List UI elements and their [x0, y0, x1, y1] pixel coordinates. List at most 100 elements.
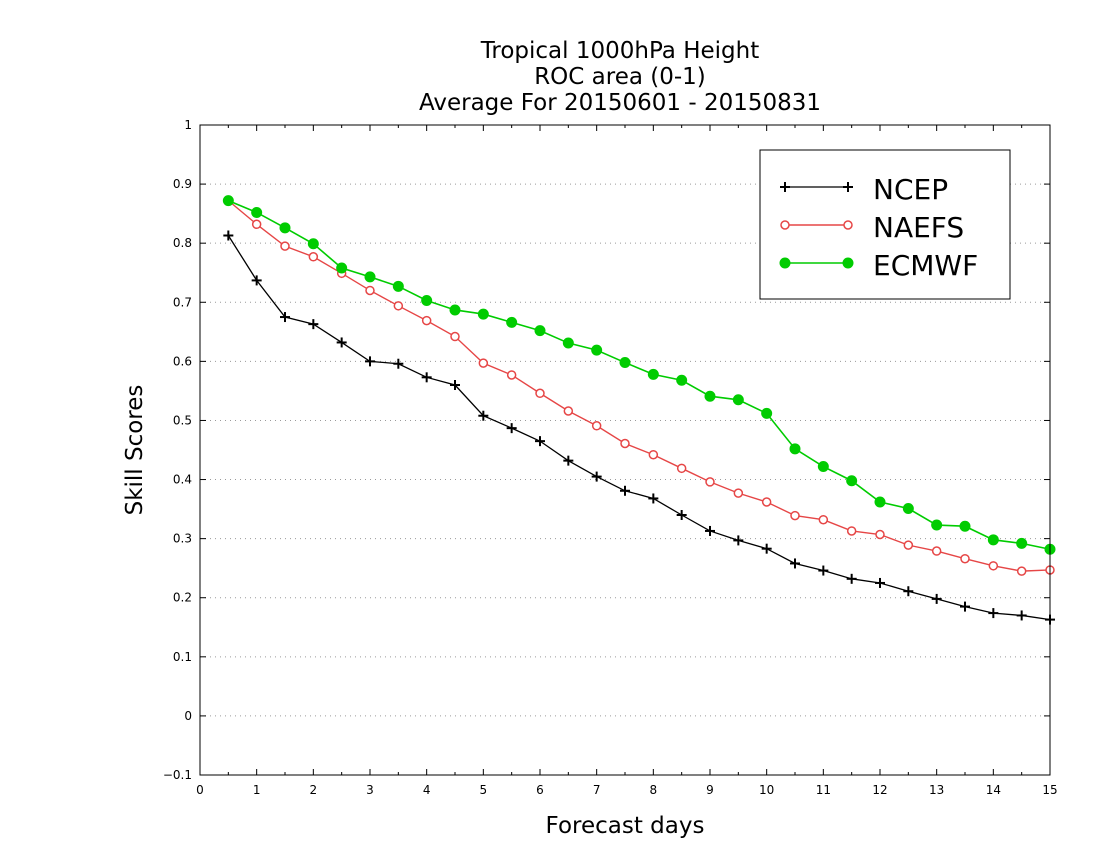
data-point-ecmwf — [874, 496, 886, 508]
legend-marker-naefs — [843, 220, 853, 230]
series-naefs — [223, 195, 1055, 576]
data-point-naefs — [251, 219, 262, 230]
legend-marker-ecmwf — [779, 257, 791, 269]
series-ecmwf — [222, 195, 1056, 555]
data-point-naefs — [875, 529, 885, 540]
legend-label-ncep: NCEP — [873, 173, 948, 206]
data-point-naefs — [705, 477, 715, 487]
data-point-ecmwf — [902, 503, 914, 514]
legend-label-naefs: NAEFS — [873, 211, 964, 244]
x-tick-label: 3 — [366, 783, 374, 797]
legend-marker-ecmwf — [842, 257, 854, 269]
data-point-ecmwf — [392, 280, 404, 292]
x-tick-label: 13 — [929, 783, 944, 797]
data-series — [222, 195, 1056, 625]
x-axis-label: Forecast days — [546, 813, 705, 839]
data-point-ecmwf — [1016, 537, 1028, 549]
chart-title: Tropical 1000hPa Height ROC area (0-1) A… — [419, 38, 821, 116]
data-point-ecmwf — [619, 357, 631, 369]
data-point-naefs — [421, 315, 432, 326]
y-tick-label: 0.8 — [173, 236, 192, 250]
x-tick-label: 7 — [593, 783, 601, 797]
x-tick-label: 10 — [759, 783, 774, 797]
x-tick-label: 12 — [872, 783, 887, 797]
data-point-ecmwf — [506, 316, 518, 328]
data-point-ecmwf — [222, 195, 234, 207]
y-tick-label: 0.4 — [173, 473, 192, 487]
data-point-naefs — [280, 241, 290, 251]
legend: NCEP NAEFS ECMWF — [759, 149, 1011, 300]
series-line-ncep — [227, 235, 1051, 621]
y-tick-label: 0.5 — [173, 413, 192, 427]
data-point-naefs — [903, 540, 914, 550]
data-point-ecmwf — [336, 262, 348, 274]
y-tick-label: 1 — [184, 118, 192, 132]
plot-frame — [199, 124, 1051, 776]
data-point-naefs — [790, 510, 800, 521]
chart-title-line-1: Tropical 1000hPa Height — [480, 38, 760, 64]
data-point-naefs — [620, 438, 630, 449]
data-point-naefs — [365, 285, 375, 296]
y-tick-label: 0.3 — [173, 532, 192, 546]
x-tick-label: 5 — [480, 783, 488, 797]
data-point-naefs — [393, 301, 404, 311]
x-tick-label: 14 — [986, 783, 1001, 797]
data-point-ecmwf — [449, 304, 461, 316]
data-point-ecmwf — [761, 407, 773, 419]
data-point-ecmwf — [647, 368, 659, 380]
legend-swatch-naefs — [780, 220, 853, 230]
x-tick-label: 2 — [310, 783, 318, 797]
data-point-naefs — [563, 406, 574, 416]
x-tick-label: 6 — [536, 783, 544, 797]
x-tick-label: 4 — [423, 783, 431, 797]
data-point-naefs — [846, 526, 857, 536]
data-point-naefs — [648, 449, 659, 460]
data-point-ecmwf — [676, 374, 688, 386]
data-point-naefs — [931, 546, 942, 556]
data-point-naefs — [591, 421, 602, 431]
axis-ticks: −0.100.10.20.30.40.50.60.70.80.910 1 2 3 4 5 6… — [163, 118, 1058, 797]
data-point-ecmwf — [562, 337, 574, 349]
data-point-ecmwf — [364, 271, 376, 283]
legend-marker-naefs — [780, 220, 790, 230]
data-point-naefs — [1016, 566, 1027, 576]
x-tick-label: 9 — [706, 783, 714, 797]
x-tick-label: 1 — [253, 783, 261, 797]
data-point-ecmwf — [591, 344, 603, 356]
data-point-ecmwf — [704, 390, 716, 402]
x-tick-label: 0 — [196, 783, 204, 797]
y-tick-label: 0.6 — [173, 354, 192, 368]
x-tick-label: 11 — [816, 783, 831, 797]
x-tick-label: 15 — [1042, 783, 1057, 797]
data-point-naefs — [960, 553, 970, 564]
chart-title-line-3: Average For 20150601 - 20150831 — [419, 90, 821, 116]
chart-title-line-2: ROC area (0-1) — [534, 64, 706, 90]
data-point-ecmwf — [477, 308, 489, 320]
data-point-naefs — [818, 514, 829, 525]
data-point-ecmwf — [931, 519, 943, 531]
y-tick-label: 0 — [184, 709, 192, 723]
y-tick-label: −0.1 — [163, 768, 192, 782]
data-point-ecmwf — [846, 475, 858, 487]
data-point-naefs — [450, 331, 460, 342]
data-point-naefs — [733, 488, 744, 498]
data-point-ecmwf — [421, 295, 433, 306]
y-tick-label: 0.9 — [173, 177, 192, 191]
data-point-ecmwf — [987, 534, 999, 546]
data-point-ecmwf — [732, 394, 744, 406]
y-axis-label: Skill Scores — [122, 385, 148, 516]
data-point-ecmwf — [959, 520, 971, 532]
legend-swatch-ncep — [780, 182, 853, 192]
series-ncep — [223, 230, 1055, 625]
data-point-ecmwf — [307, 238, 319, 250]
data-point-ecmwf — [789, 443, 801, 455]
data-point-naefs — [676, 463, 687, 474]
data-point-ecmwf — [534, 325, 546, 337]
data-point-naefs — [535, 388, 545, 399]
x-tick-label: 8 — [650, 783, 658, 797]
legend-label-ecmwf: ECMWF — [873, 249, 978, 282]
data-point-ecmwf — [279, 222, 291, 234]
y-tick-label: 0.2 — [173, 591, 192, 605]
data-point-naefs — [506, 370, 517, 380]
data-point-naefs — [308, 252, 319, 262]
